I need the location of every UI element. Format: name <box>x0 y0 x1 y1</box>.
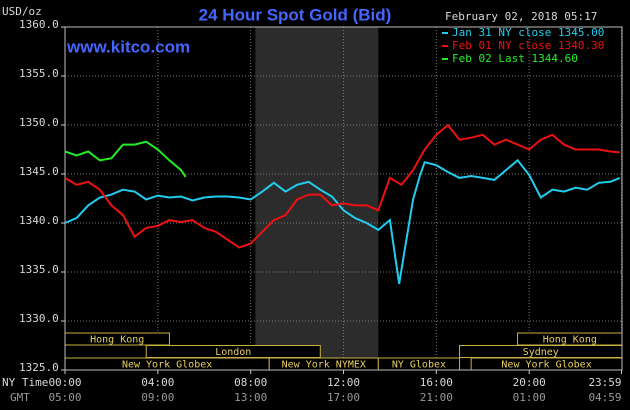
x-axis-label: NY Time <box>2 376 48 389</box>
site-url: www.kitco.com <box>66 37 190 56</box>
session-label: Sydney <box>523 347 559 358</box>
y-tick-label: 1355.0 <box>19 67 59 80</box>
session-label: New York NYMEX <box>282 360 366 371</box>
y-tick-label: 1335.0 <box>19 263 59 276</box>
legend-entry: Jan 31 NY close 1345.00 <box>452 26 604 39</box>
legend-entry: Feb 02 Last 1344.60 <box>452 52 578 65</box>
x2-tick-label: 21:00 <box>420 391 453 404</box>
timestamp: February 02, 2018 05:17 <box>445 10 597 23</box>
x2-tick-label: 13:00 <box>234 391 267 404</box>
x2-tick-label: 17:00 <box>327 391 360 404</box>
session-label: New York Globex <box>122 360 212 371</box>
y-axis-label: USD/oz <box>2 5 42 18</box>
session-label: Hong Kong <box>90 335 144 346</box>
x2-tick-label: 09:00 <box>141 391 174 404</box>
session-label: NY Globex <box>392 360 446 371</box>
x2-tick-label: 01:00 <box>513 391 546 404</box>
x-tick-label: 00:00 <box>48 376 81 389</box>
x-tick-label: 08:00 <box>234 376 267 389</box>
session-label: Hong Kong <box>543 335 597 346</box>
y-tick-label: 1360.0 <box>19 18 59 31</box>
x-tick-label: 04:00 <box>141 376 174 389</box>
y-tick-label: 1340.0 <box>19 214 59 227</box>
price-line <box>64 123 620 249</box>
y-tick-label: 1330.0 <box>19 312 59 325</box>
chart-title: 24 Hour Spot Gold (Bid) <box>199 5 392 24</box>
x2-tick-label: 04:59 <box>588 391 621 404</box>
x-tick-label: 20:00 <box>513 376 546 389</box>
x-tick-label: 23:59 <box>588 376 621 389</box>
x-tick-label: 12:00 <box>327 376 360 389</box>
price-line <box>64 140 187 178</box>
session-label: London <box>215 347 251 358</box>
x-tick-label: 16:00 <box>420 376 453 389</box>
plot-frame <box>64 26 623 371</box>
y-tick-label: 1345.0 <box>19 165 59 178</box>
session-label: New York Globex <box>501 360 591 371</box>
legend-entry: Feb 01 NY close 1340.30 <box>452 39 604 52</box>
y-tick-label: 1325.0 <box>19 361 59 374</box>
y-tick-label: 1350.0 <box>19 116 59 129</box>
x2-axis-label: GMT <box>10 391 30 404</box>
highlight-range <box>255 27 379 370</box>
x2-tick-label: 05:00 <box>48 391 81 404</box>
price-line <box>64 158 621 284</box>
